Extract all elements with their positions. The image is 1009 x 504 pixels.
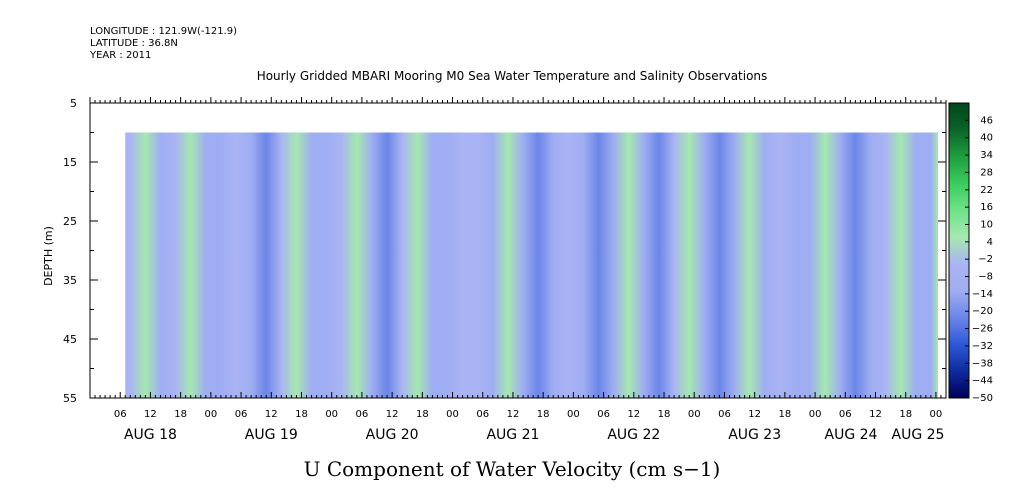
colorbar-label: −38	[972, 358, 993, 369]
colorbar-label: 4	[987, 237, 993, 248]
x-tick-label-hour: 06	[839, 409, 852, 420]
colorbar-label: −20	[972, 306, 993, 317]
plot-area	[89, 102, 947, 399]
axes: 06 12 18 00 06 12 18 00 06 12 18 00 06 12 18 00 06 12 18 00…	[63, 97, 947, 443]
colorbar-label: 28	[980, 167, 993, 178]
y-tick-label: 25	[63, 215, 77, 228]
colorbar-label: 10	[980, 219, 993, 230]
x-tick-label-hour: 00	[930, 409, 943, 420]
x-tick-label-day: AUG 18	[124, 427, 177, 443]
colorbar-label: 46	[980, 115, 993, 126]
x-tick-label-day: AUG 21	[486, 427, 539, 443]
colorbar-label: −14	[972, 289, 993, 300]
x-tick-label-hour: 06	[356, 409, 369, 420]
header-latitude: LATITUDE : 36.8N	[90, 38, 178, 49]
colorbar: 46 40 34 28 22 16 10 4 −2 −8 −14 −20 −26 −32 −38 −44 −50	[948, 102, 993, 404]
x-tick-label-day: AUG 22	[607, 427, 660, 443]
x-tick-label-hour: 12	[144, 409, 157, 420]
x-tick-label-day: AUG 19	[245, 427, 298, 443]
colorbar-label: −50	[972, 393, 993, 404]
x-tick-label-hour: 06	[235, 409, 248, 420]
x-tick-label-hour: 06	[114, 409, 127, 420]
x-tick-label-hour: 00	[809, 409, 822, 420]
colorbar-label: −26	[972, 324, 993, 335]
header-longitude: LONGITUDE : 121.9W(-121.9)	[90, 26, 237, 37]
colorbar-scale	[948, 102, 970, 399]
y-axis-label: DEPTH (m)	[42, 226, 55, 286]
colorbar-label: −32	[972, 341, 993, 352]
x-tick-label-hour: 12	[507, 409, 520, 420]
colorbar-label: 22	[980, 185, 993, 196]
x-tick-label-hour: 12	[748, 409, 761, 420]
y-tick-label: 5	[70, 97, 77, 110]
velocity-field	[125, 132, 938, 398]
y-tick-label: 35	[63, 274, 77, 287]
x-tick-label-hour: 18	[416, 409, 429, 420]
y-tick-label: 15	[63, 156, 77, 169]
x-tick-label-hour: 06	[718, 409, 731, 420]
x-tick-label-hour: 00	[204, 409, 217, 420]
x-tick-label-day: AUG 24	[825, 427, 878, 443]
x-tick-label-hour: 18	[295, 409, 308, 420]
y-tick-label: 55	[63, 392, 77, 405]
x-tick-label-hour: 12	[265, 409, 278, 420]
colorbar-label: −2	[978, 254, 993, 265]
x-tick-label-hour: 00	[325, 409, 338, 420]
colorbar-label: −44	[972, 376, 993, 387]
y-tick-label: 45	[63, 333, 77, 346]
x-tick-label-hour: 06	[597, 409, 610, 420]
x-tick-label-hour: 18	[779, 409, 792, 420]
x-tick-label-hour: 06	[476, 409, 489, 420]
x-tick-label-hour: 18	[174, 409, 187, 420]
header-year: YEAR : 2011	[90, 50, 152, 61]
x-tick-label-day: AUG 25	[892, 427, 945, 443]
chart-title: Hourly Gridded MBARI Mooring M0 Sea Wate…	[257, 69, 768, 83]
x-axis-label: U Component of Water Velocity (cm s−1)	[304, 457, 721, 481]
colorbar-label: 34	[980, 150, 993, 161]
x-tick-label-hour: 00	[446, 409, 459, 420]
colorbar-label: 40	[980, 133, 993, 144]
x-tick-label-hour: 12	[627, 409, 640, 420]
x-tick-label-hour: 12	[386, 409, 399, 420]
x-tick-label-hour: 00	[688, 409, 701, 420]
x-tick-label-day: AUG 23	[728, 427, 781, 443]
colorbar-label: 16	[980, 202, 993, 213]
x-tick-label-hour: 18	[537, 409, 550, 420]
x-tick-label-hour: 18	[658, 409, 671, 420]
x-tick-label-hour: 18	[899, 409, 912, 420]
x-tick-label-hour: 12	[869, 409, 882, 420]
x-tick-label-day: AUG 20	[366, 427, 419, 443]
colorbar-label: −8	[978, 272, 993, 283]
x-tick-label-hour: 00	[567, 409, 580, 420]
